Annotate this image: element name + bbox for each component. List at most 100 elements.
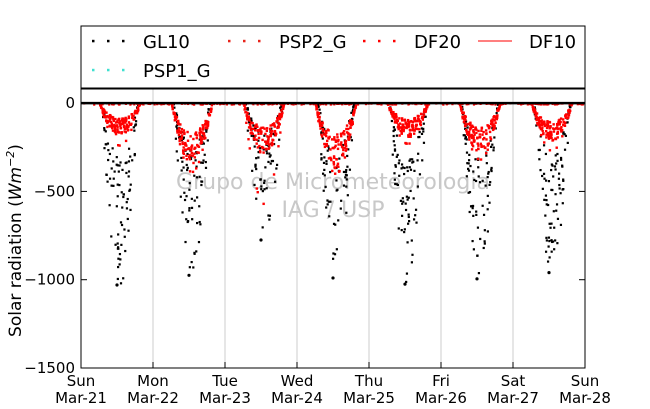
gl10-point [195, 165, 198, 168]
gl10-point [129, 208, 132, 212]
df20-point [532, 109, 536, 113]
df20-point [493, 115, 496, 118]
df20-point [563, 121, 567, 124]
gl10-point [481, 204, 484, 207]
df20-point [543, 121, 546, 125]
gl10-point [108, 152, 111, 156]
gl10-point [395, 155, 398, 158]
df20-point [413, 118, 416, 122]
df20-point [470, 148, 474, 151]
gl10-point [496, 103, 500, 106]
legend-label-df20: DF20 [414, 32, 461, 53]
gl10-point [118, 164, 121, 167]
gl10-point [191, 218, 194, 221]
df20-point [422, 111, 426, 114]
df20-point [251, 132, 254, 136]
near-zero-point [93, 103, 96, 106]
gl10-point [206, 139, 209, 142]
df20-point [267, 143, 271, 146]
df20-point [543, 141, 546, 144]
df20-point [256, 129, 260, 132]
df20-point [484, 152, 488, 155]
legend-marker-df20 [393, 39, 396, 43]
gl10-point [394, 164, 397, 167]
df20-point [173, 112, 176, 116]
df20-point [200, 138, 203, 141]
near-zero-point [225, 103, 228, 106]
df20-point [181, 141, 184, 144]
df20-point [394, 115, 398, 119]
df20-point [316, 111, 319, 114]
df20-point [116, 119, 119, 123]
df20-point [197, 160, 201, 164]
near-zero-point [472, 103, 476, 106]
gl10-point [552, 175, 555, 178]
df20-point [348, 121, 351, 125]
gl10-point [268, 214, 272, 217]
df20-point [345, 147, 348, 151]
gl10-point [558, 187, 561, 190]
df20-point [532, 108, 535, 111]
df20-point [112, 124, 116, 128]
df20-point [559, 117, 563, 120]
gl10-point [255, 197, 258, 200]
gl10-point [190, 260, 193, 264]
df20-point [179, 123, 182, 126]
gl10-point [105, 173, 108, 176]
df20-point [407, 122, 411, 125]
df20-point [277, 122, 281, 126]
df20-point [389, 108, 392, 111]
gl10-point [489, 181, 492, 184]
gl10-point [409, 189, 412, 193]
gl10-point [462, 134, 465, 137]
gl10-point [398, 159, 401, 162]
df20-point [326, 139, 329, 143]
gl10-point [393, 178, 396, 181]
df20-point [118, 120, 122, 123]
df20-point [271, 142, 275, 146]
gl10-point [128, 189, 131, 192]
near-zero-point [112, 103, 115, 106]
gl10-point [559, 223, 563, 226]
df20-point [493, 125, 496, 129]
df20-point [409, 120, 413, 123]
df20-point [195, 134, 199, 137]
df20-point [469, 126, 473, 130]
vertical-gridlines [152, 89, 514, 368]
near-zero-point [267, 103, 270, 106]
y-axis-label-exponent: −2 [4, 151, 17, 167]
df20-point [127, 121, 131, 124]
gl10-peak-point [547, 271, 551, 275]
df20-point [341, 131, 345, 135]
df20-point [482, 145, 485, 148]
df20-point [478, 133, 481, 136]
df20-point [461, 111, 465, 114]
gl10-point [185, 218, 188, 221]
df20-point [267, 139, 270, 142]
df20-point [118, 144, 121, 147]
y-axis-label-close: ) [6, 144, 26, 151]
df20-point [196, 143, 199, 147]
near-zero-point [546, 103, 549, 106]
df20-point [281, 111, 284, 115]
gl10-point [182, 136, 185, 139]
df20-point [400, 128, 404, 132]
gl10-point [559, 156, 563, 160]
df20-point [202, 125, 205, 129]
gl10-point [562, 187, 565, 191]
df20-point [472, 139, 476, 142]
gl10-point [403, 228, 406, 231]
gl10-point [562, 178, 565, 181]
gl10-point [561, 164, 564, 167]
df20-point [422, 114, 426, 117]
df20-point [201, 148, 204, 151]
gl10-point [107, 158, 110, 162]
gl10-point [106, 180, 109, 183]
gl10-point [108, 177, 112, 180]
df20-point [334, 166, 337, 170]
gl10-point [110, 184, 113, 187]
df20-point [201, 124, 204, 127]
df20-point [495, 115, 499, 118]
gl10-point [270, 127, 273, 130]
df20-point [262, 151, 265, 154]
